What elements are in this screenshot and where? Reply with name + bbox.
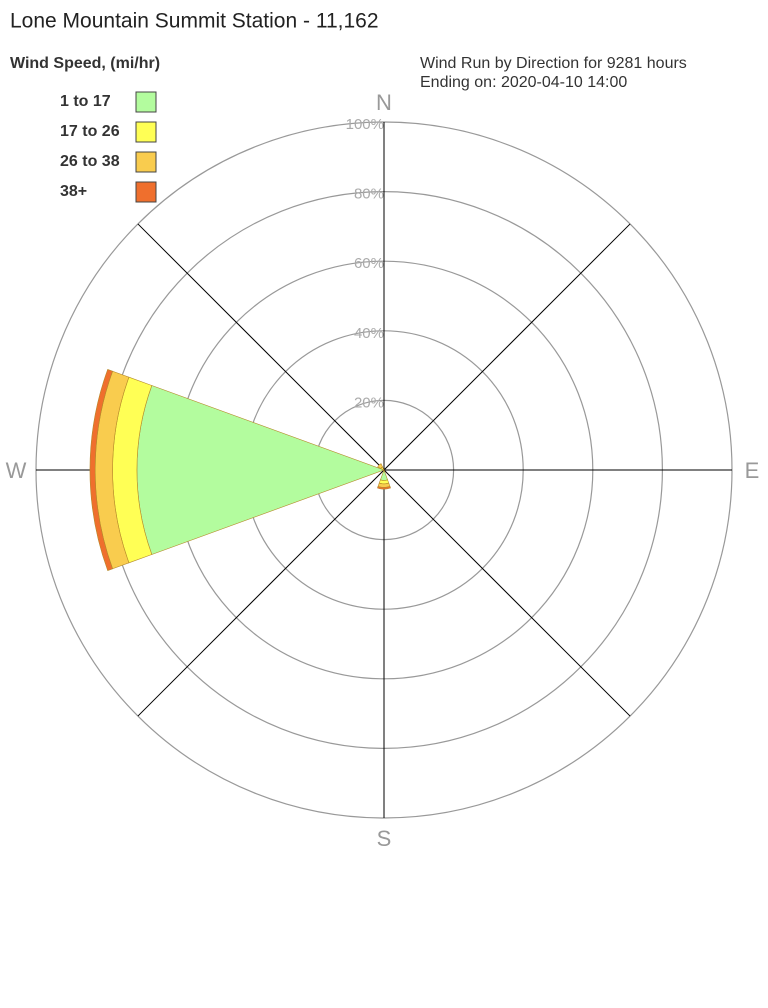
legend-label: 26 to 38 [60,153,120,170]
wedge-segment [377,485,391,490]
legend-swatch [135,181,157,203]
legend-swatch [135,121,157,143]
wedge-segment [89,369,113,571]
legend-swatch [135,91,157,113]
r-tick-label: 100% [346,116,384,133]
labels: 20% 40% 60% 80% 100%N E S W [6,90,760,851]
marks [89,369,391,571]
r-tick-label: 20% [354,394,384,411]
chart-title: Lone Mountain Summit Station - 11,162 [10,10,379,33]
legend-title: Wind Speed, (mi/hr) [10,55,160,72]
direction-label: W [6,458,27,483]
subtitle: Ending on: 2020-04-10 14:00 [420,74,627,91]
wedge-segment [380,469,388,481]
wedge-segment [377,463,383,469]
legend-label: 1 to 17 [60,93,111,110]
subtitle: Wind Run by Direction for 9281 hours [420,55,687,72]
r-tick-label: 40% [354,325,384,342]
legend-swatch [135,151,157,173]
direction-label: S [377,826,392,851]
r-tick-label: 60% [354,255,384,272]
direction-label: N [376,90,392,115]
r-tick-label: 80% [354,186,384,203]
legend-label: 17 to 26 [60,123,120,140]
legend-label: 38+ [60,183,87,200]
direction-label: E [745,458,760,483]
